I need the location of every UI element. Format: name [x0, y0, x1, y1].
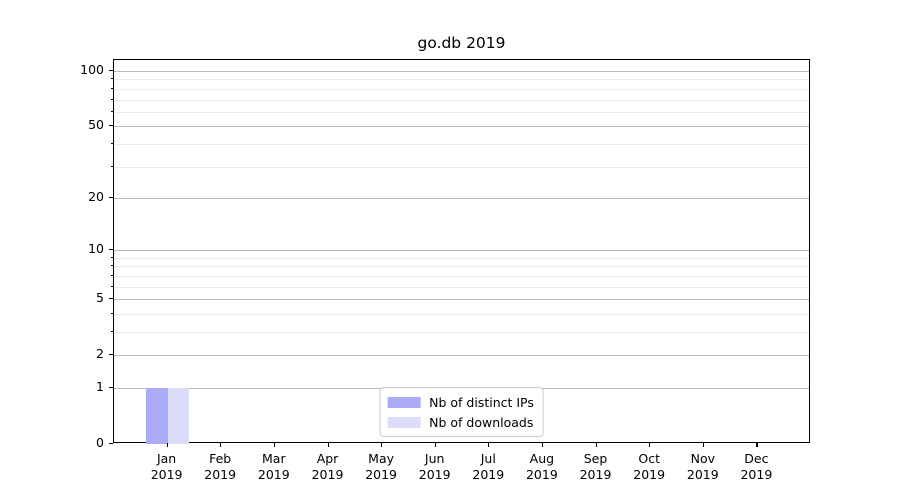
- x-tick-label: Aug 2019: [525, 451, 558, 482]
- minor-gridline: [114, 286, 809, 288]
- x-tick-mark: [649, 443, 651, 447]
- x-tick-label: Sep 2019: [579, 451, 612, 482]
- chart-title: go.db 2019: [417, 34, 506, 52]
- minor-gridline: [114, 79, 809, 81]
- x-tick-mark: [756, 443, 758, 447]
- x-tick-label: May 2019: [365, 451, 397, 482]
- minor-gridline: [114, 313, 809, 315]
- legend-swatch-downloads: [387, 416, 421, 428]
- y-minor-tick-mark: [110, 78, 113, 80]
- y-tick-label: 0: [96, 435, 104, 450]
- legend-label-distinct-ips: Nb of distinct IPs: [429, 394, 534, 410]
- y-minor-tick-mark: [110, 98, 113, 100]
- legend-item-distinct-ips: Nb of distinct IPs: [387, 393, 534, 411]
- y-tick-mark: [109, 387, 113, 389]
- x-tick-mark: [488, 443, 490, 447]
- major-gridline: [114, 299, 809, 301]
- minor-gridline: [114, 99, 809, 101]
- x-tick-mark: [541, 443, 544, 447]
- y-tick-label: 20: [88, 188, 104, 204]
- y-minor-tick-mark: [110, 110, 113, 112]
- y-tick-mark: [109, 298, 113, 300]
- y-minor-tick-mark: [110, 312, 113, 314]
- minor-gridline: [114, 88, 809, 90]
- y-minor-tick-mark: [110, 274, 113, 276]
- legend-item-downloads: Nb of downloads: [387, 413, 534, 431]
- y-tick-label: 2: [96, 346, 104, 362]
- major-gridline: [114, 250, 809, 252]
- x-tick-mark: [381, 443, 383, 447]
- x-tick-label: Feb 2019: [204, 451, 237, 482]
- x-tick-label: Jun 2019: [418, 451, 451, 482]
- minor-gridline: [114, 111, 809, 113]
- x-tick-label: Oct 2019: [633, 451, 666, 482]
- minor-gridline: [114, 143, 809, 145]
- minor-gridline: [114, 266, 809, 268]
- x-tick-mark: [327, 443, 329, 447]
- x-tick-label: Apr 2019: [311, 451, 344, 482]
- y-minor-tick-mark: [110, 142, 113, 144]
- minor-gridline: [114, 332, 809, 333]
- y-tick-mark: [109, 196, 113, 199]
- major-gridline: [114, 355, 809, 357]
- y-minor-tick-mark: [110, 285, 113, 287]
- y-minor-tick-mark: [110, 265, 113, 267]
- x-tick-mark: [595, 443, 597, 447]
- y-tick-label: 5: [96, 290, 104, 306]
- x-tick-mark: [220, 443, 222, 447]
- y-tick-label: 1: [96, 379, 104, 394]
- x-tick-label: Dec 2019: [740, 451, 773, 482]
- bar-downloads-jan: [167, 388, 190, 444]
- x-tick-mark: [702, 443, 704, 447]
- y-minor-tick-mark: [110, 87, 113, 89]
- x-tick-label: Mar 2019: [257, 451, 290, 482]
- y-tick-mark: [109, 354, 113, 356]
- bar-distinct-ips-jan: [145, 388, 168, 444]
- y-minor-tick-mark: [110, 256, 113, 258]
- minor-gridline: [114, 275, 809, 277]
- minor-gridline: [114, 166, 809, 168]
- x-tick-label: Jan 2019: [150, 451, 183, 482]
- y-tick-label: 50: [88, 117, 104, 133]
- legend-swatch-distinct-ips: [387, 396, 421, 408]
- y-tick-mark: [109, 70, 113, 72]
- y-tick-mark: [109, 125, 113, 127]
- legend: Nb of distinct IPs Nb of downloads: [379, 387, 544, 437]
- x-tick-mark: [273, 443, 275, 447]
- major-gridline: [114, 71, 809, 72]
- y-tick-label: 100: [80, 62, 104, 77]
- plot-area: Nb of distinct IPs Nb of downloads: [113, 59, 810, 444]
- legend-label-downloads: Nb of downloads: [429, 414, 534, 430]
- y-minor-tick-mark: [110, 331, 113, 332]
- x-tick-mark: [166, 443, 168, 447]
- major-gridline: [114, 126, 809, 128]
- minor-gridline: [114, 257, 809, 259]
- y-tick-mark: [109, 443, 113, 445]
- x-tick-mark: [434, 443, 436, 447]
- x-tick-label: Nov 2019: [686, 451, 719, 482]
- y-minor-tick-mark: [110, 165, 113, 167]
- y-tick-mark: [109, 249, 113, 251]
- y-tick-label: 10: [88, 241, 104, 257]
- major-gridline: [114, 197, 809, 199]
- x-tick-label: Jul 2019: [472, 451, 505, 482]
